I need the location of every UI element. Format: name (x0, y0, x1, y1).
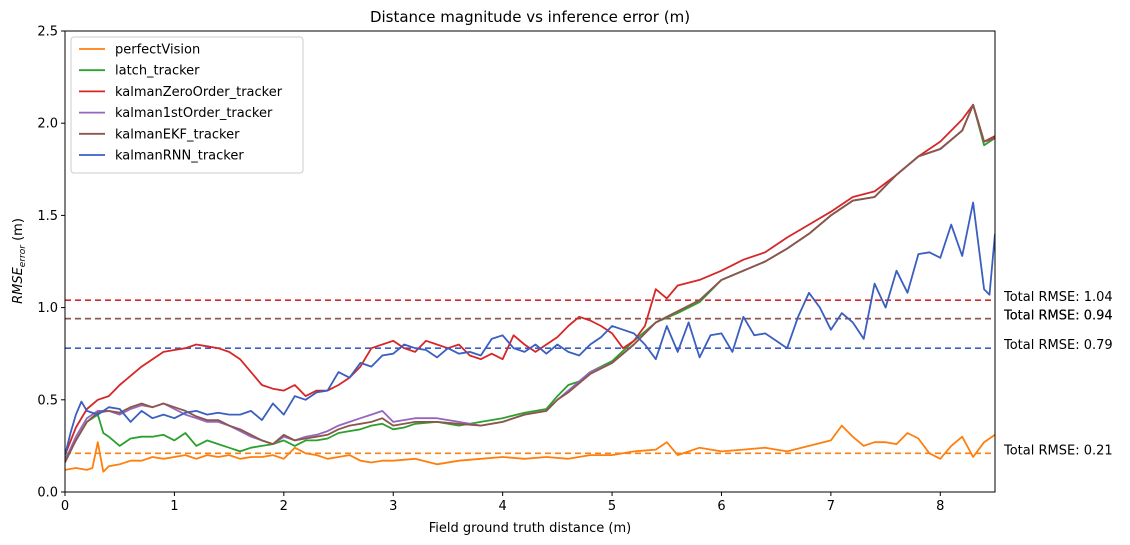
y-tick-label: 2.0 (37, 117, 58, 132)
series-line (65, 201, 995, 456)
legend-label: kalmanZeroOrder_tracker (115, 85, 283, 100)
x-tick-label: 1 (170, 499, 178, 514)
y-tick-label: 1.0 (37, 301, 58, 316)
y-tick-label: 0.5 (37, 393, 58, 408)
x-tick-label: 4 (499, 499, 507, 514)
plot-area-frame (64, 30, 996, 493)
x-tick-label: 6 (717, 499, 725, 514)
y-tick-label: 1.5 (37, 209, 58, 224)
total-rmse-label: Total RMSE: 0.94 (1003, 309, 1113, 324)
y-tick-label: 0.0 (37, 486, 58, 501)
legend-label: kalmanEKF_tracker (115, 127, 240, 142)
y-tick-label: 2.5 (37, 25, 58, 40)
legend-box (70, 36, 304, 174)
x-axis-label: Field ground truth distance (m) (429, 521, 631, 536)
legend-label: latch_tracker (115, 64, 200, 79)
y-axis-label-main: RMSE (11, 266, 26, 304)
x-axis-ticks: 0 1 2 3 4 5 6 7 8 (61, 492, 944, 514)
legend: perfectVision latch_tracker kalmanZeroOrde… (70, 36, 304, 174)
total-rmse-label: Total RMSE: 1.04 (1003, 290, 1113, 305)
total-rmse-label: Total RMSE: 0.94 (1003, 309, 1113, 324)
legend-label: kalmanRNN_tracker (115, 149, 244, 164)
y-axis-ticks: 0.0 0.5 1.0 1.5 2.0 2.5 (37, 25, 65, 501)
series-line (65, 103, 995, 463)
y-axis-label-unit: (m) (11, 218, 26, 245)
x-tick-label: 7 (827, 499, 835, 514)
legend-label: kalman1stOrder_tracker (115, 106, 273, 121)
x-tick-label: 8 (936, 499, 944, 514)
x-tick-label: 3 (389, 499, 397, 514)
x-tick-label: 5 (608, 499, 616, 514)
series-line (65, 103, 995, 456)
chart-title: Distance magnitude vs inference error (m… (370, 8, 690, 26)
total-rmse-label: Total RMSE: 0.79 (1003, 338, 1113, 353)
y-axis-label-sub: error (18, 244, 28, 267)
total-rmse-labels: Total RMSE: 1.04 Total RMSE: 0.94 Total RM… (1003, 290, 1113, 458)
legend-label: perfectVision (115, 43, 200, 58)
series-lines (65, 103, 995, 473)
series-line (65, 424, 995, 473)
y-axis-label: RMSEerror (m) (11, 218, 28, 304)
x-tick-label: 2 (280, 499, 288, 514)
total-rmse-label: Total RMSE: 0.21 (1003, 443, 1113, 458)
x-tick-label: 0 (61, 499, 69, 514)
